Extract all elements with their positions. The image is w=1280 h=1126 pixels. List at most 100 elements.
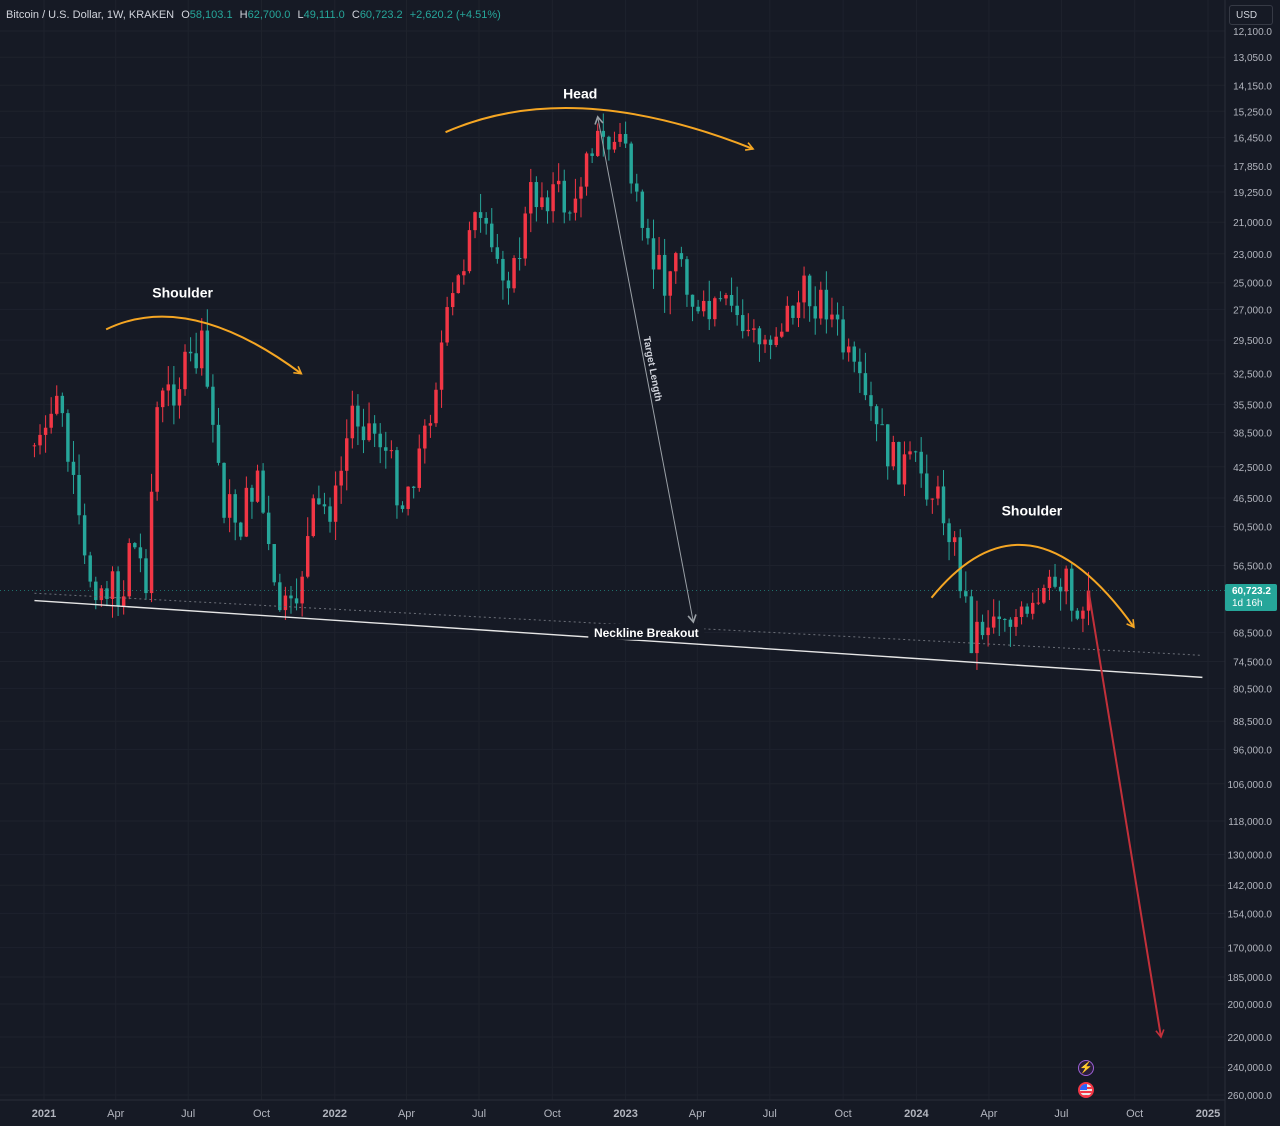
- candle-body: [529, 182, 533, 214]
- candle-body: [289, 595, 293, 599]
- x-tick-label: Oct: [253, 1108, 270, 1120]
- candle-body: [1047, 576, 1052, 588]
- symbol-legend: Bitcoin / U.S. Dollar, 1W, KRAKEN O58,10…: [6, 9, 501, 21]
- neckline-label: Neckline Breakout: [594, 626, 699, 640]
- candle-body: [71, 461, 76, 475]
- candle-body: [556, 180, 561, 185]
- candle-body: [283, 595, 288, 611]
- candle-body: [735, 305, 739, 316]
- candle-body: [105, 588, 109, 599]
- candle-body: [835, 314, 840, 320]
- y-tick-label: 260,000.0: [1228, 1091, 1273, 1102]
- candle-body: [77, 474, 81, 516]
- low-value: 49,111.0: [303, 9, 345, 21]
- candle-body: [964, 591, 968, 597]
- candle-body: [852, 346, 856, 362]
- head-label: Head: [563, 86, 597, 102]
- candle-body: [584, 153, 589, 187]
- candle-body: [757, 328, 762, 345]
- y-tick-label: 42,500.0: [1233, 463, 1272, 474]
- candle-body: [1019, 606, 1024, 618]
- y-tick-label: 56,500.0: [1233, 562, 1272, 573]
- lightning-icon[interactable]: ⚡: [1078, 1060, 1094, 1076]
- head-arc: [445, 107, 755, 151]
- right-shoulder-label: Shoulder: [1002, 502, 1063, 518]
- candle-body: [975, 621, 979, 654]
- candle-body: [919, 451, 923, 474]
- candle-body: [991, 616, 996, 628]
- x-tick-label: Oct: [835, 1108, 852, 1120]
- symbol-title[interactable]: Bitcoin / U.S. Dollar, 1W, KRAKEN: [6, 9, 175, 21]
- candle-body: [428, 423, 433, 426]
- grid-lines: [0, 0, 1225, 1100]
- candle-body: [311, 498, 316, 537]
- candle-body: [467, 230, 472, 272]
- candle-body: [49, 413, 53, 428]
- left-shoulder-label: Shoulder: [152, 285, 213, 301]
- time-axis[interactable]: 2021 Apr Jul Oct 2022 Apr Jul Oct 2023 Apr Jul Oct 2…: [32, 1108, 1220, 1120]
- candle-body: [490, 223, 494, 248]
- candle-body: [356, 405, 360, 427]
- x-tick-label: Apr: [689, 1108, 706, 1120]
- candle-body: [155, 407, 159, 492]
- candle-body: [601, 130, 606, 137]
- y-tick-label: 68,500.0: [1233, 628, 1272, 639]
- neckline-label-bg: [588, 623, 705, 640]
- candle-body: [908, 451, 912, 455]
- last-price-value: 60,723.2: [1232, 586, 1271, 597]
- candle-body: [462, 271, 466, 276]
- currency-button[interactable]: USD: [1229, 5, 1273, 25]
- candle-body: [718, 298, 723, 300]
- candle-body: [819, 289, 823, 319]
- candle-body: [423, 425, 427, 449]
- close-value: 60,723.2: [359, 9, 403, 21]
- candle-body: [367, 423, 371, 441]
- candle-body: [858, 361, 862, 374]
- candle-body: [880, 424, 884, 426]
- last-price-tag: 60,723.2 1d 16h: [1225, 584, 1277, 611]
- bar-countdown: 1d 16h: [1232, 598, 1263, 609]
- candle-body: [679, 253, 684, 260]
- candle-body: [239, 522, 243, 537]
- candle-body: [562, 180, 566, 213]
- x-tick-label: Jul: [472, 1108, 486, 1120]
- price-axis[interactable]: 12,100.0 13,050.0 14,150.0 15,250.0 16,450.0…: [1228, 27, 1273, 1102]
- open-value: 58,103.1: [189, 9, 233, 21]
- candle-body: [869, 395, 873, 407]
- candle-body: [406, 486, 410, 509]
- us-flag-icon[interactable]: [1078, 1082, 1094, 1098]
- candle-body: [144, 558, 148, 594]
- candle-body: [629, 143, 633, 184]
- x-tick-label: Jul: [181, 1108, 195, 1120]
- candle-body: [333, 485, 338, 522]
- y-tick-label: 185,000.0: [1228, 973, 1273, 984]
- candle-body: [534, 182, 539, 208]
- candle-body: [568, 212, 572, 214]
- y-tick-label: 106,000.0: [1228, 780, 1273, 791]
- y-tick-label: 80,500.0: [1233, 684, 1272, 695]
- x-tick-label: 2021: [32, 1108, 56, 1120]
- candle-body: [227, 494, 232, 518]
- candle-body: [127, 543, 131, 597]
- candle-body: [874, 406, 879, 425]
- candle-body: [261, 470, 265, 513]
- candle-body: [662, 254, 667, 296]
- candle-body: [595, 130, 600, 156]
- x-tick-label: Oct: [1126, 1108, 1143, 1120]
- candle-body: [551, 184, 555, 212]
- candle-body: [38, 434, 42, 446]
- candle-body: [1058, 586, 1063, 592]
- candle-body: [1070, 568, 1074, 611]
- y-tick-label: 15,250.0: [1233, 107, 1272, 118]
- candle-body: [250, 487, 254, 502]
- candle-body: [517, 258, 522, 260]
- y-tick-label: 32,500.0: [1233, 370, 1272, 381]
- y-tick-label: 118,000.0: [1228, 817, 1272, 828]
- candle-body: [579, 186, 583, 199]
- x-tick-label: 2023: [613, 1108, 637, 1120]
- candle-body: [294, 598, 299, 604]
- candle-body: [149, 491, 154, 594]
- candle-body: [88, 555, 92, 582]
